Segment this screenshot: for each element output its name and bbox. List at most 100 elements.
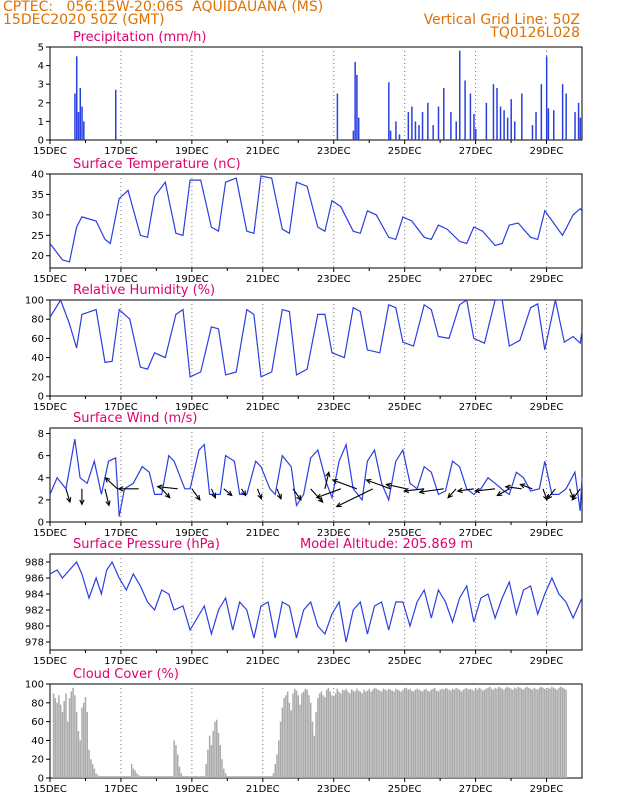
- bar: [561, 687, 564, 778]
- bar: [175, 745, 177, 778]
- bar: [336, 93, 339, 140]
- bar: [281, 707, 284, 778]
- bar: [357, 690, 360, 778]
- bar: [109, 776, 112, 778]
- y-tick-label: 20: [31, 251, 44, 262]
- wind-vector-head: [473, 487, 481, 494]
- bar: [428, 691, 431, 778]
- bar: [214, 721, 216, 778]
- bar: [492, 84, 495, 140]
- bar: [469, 93, 472, 140]
- bar: [435, 690, 438, 778]
- bar: [396, 689, 399, 778]
- x-tick-label: 21DEC: [246, 274, 280, 285]
- bar: [446, 688, 449, 778]
- y-tick-label: 1: [38, 117, 44, 128]
- bar: [505, 687, 507, 778]
- bar: [260, 776, 262, 778]
- panel-title: Surface Wind (m/s): [73, 411, 197, 426]
- panel-title: Surface Pressure (hPa): [73, 537, 220, 552]
- x-tick-label: 27DEC: [459, 528, 493, 539]
- bar: [166, 776, 168, 778]
- bar: [189, 776, 191, 778]
- bar: [70, 691, 73, 778]
- bar: [540, 84, 543, 140]
- bar: [274, 763, 277, 778]
- bar: [169, 776, 172, 778]
- header-date: 15DEC2020 50Z (GMT): [3, 12, 165, 28]
- bar: [306, 689, 308, 778]
- wind-vector-head: [156, 484, 163, 490]
- wind-vector-head: [385, 482, 392, 488]
- bar: [478, 687, 480, 778]
- bar: [120, 776, 122, 778]
- bar: [114, 89, 117, 140]
- bar: [239, 776, 241, 778]
- x-tick-label: 23DEC: [317, 528, 351, 539]
- bar: [100, 776, 103, 778]
- bar: [553, 110, 555, 140]
- wind-vector: [497, 488, 510, 496]
- x-tick-label: 17DEC: [104, 528, 138, 539]
- bar: [74, 695, 76, 778]
- bar: [83, 121, 85, 140]
- bar: [224, 773, 227, 778]
- bar: [521, 93, 523, 140]
- bar: [395, 121, 397, 140]
- series-line: [49, 560, 583, 643]
- bar: [387, 688, 390, 778]
- wind-vector: [505, 486, 522, 490]
- wind-vector: [65, 488, 71, 503]
- bar: [272, 773, 275, 778]
- bar: [453, 689, 456, 778]
- bar: [313, 735, 316, 778]
- bar: [547, 108, 550, 140]
- bar: [208, 735, 211, 778]
- bar: [148, 776, 151, 778]
- panel-frame: [49, 299, 583, 397]
- bar: [467, 689, 470, 778]
- bar: [187, 776, 190, 778]
- x-tick-label: 17DEC: [104, 274, 138, 285]
- x-tick-label: 29DEC: [530, 656, 564, 667]
- bar: [116, 776, 119, 778]
- bar: [121, 776, 124, 778]
- y-tick-label: 35: [31, 190, 44, 201]
- bar: [364, 691, 367, 778]
- bar: [425, 688, 427, 778]
- bar: [91, 763, 94, 778]
- bar: [143, 776, 145, 778]
- bar: [247, 776, 250, 778]
- bar: [389, 130, 392, 140]
- bar: [200, 776, 202, 778]
- bar: [176, 754, 179, 778]
- bar: [276, 754, 278, 778]
- bar: [492, 689, 495, 778]
- bar: [375, 688, 378, 778]
- wind-vector-head: [241, 490, 247, 497]
- bar: [290, 710, 292, 778]
- x-tick-label: 21DEC: [246, 402, 280, 413]
- x-tick-label: 27DEC: [459, 784, 493, 795]
- wind-vector-head: [456, 487, 463, 494]
- bar: [510, 99, 512, 140]
- bar: [405, 687, 408, 778]
- y-tick-label: 8: [38, 429, 44, 440]
- bar: [391, 690, 394, 778]
- bar: [207, 749, 209, 778]
- bar: [256, 776, 259, 778]
- wind-vector: [105, 477, 118, 490]
- x-tick-label: 25DEC: [388, 402, 422, 413]
- bar: [228, 776, 230, 778]
- wind-vector: [157, 486, 178, 490]
- bar: [182, 776, 184, 778]
- bar: [373, 687, 376, 778]
- bar: [322, 695, 324, 778]
- x-tick-label: 23DEC: [317, 784, 351, 795]
- y-tick-label: 0: [38, 774, 44, 785]
- bar: [294, 688, 296, 778]
- bar: [515, 688, 518, 778]
- wind-vector: [256, 488, 262, 499]
- bar: [437, 106, 440, 140]
- x-tick-label: 15DEC: [33, 656, 67, 667]
